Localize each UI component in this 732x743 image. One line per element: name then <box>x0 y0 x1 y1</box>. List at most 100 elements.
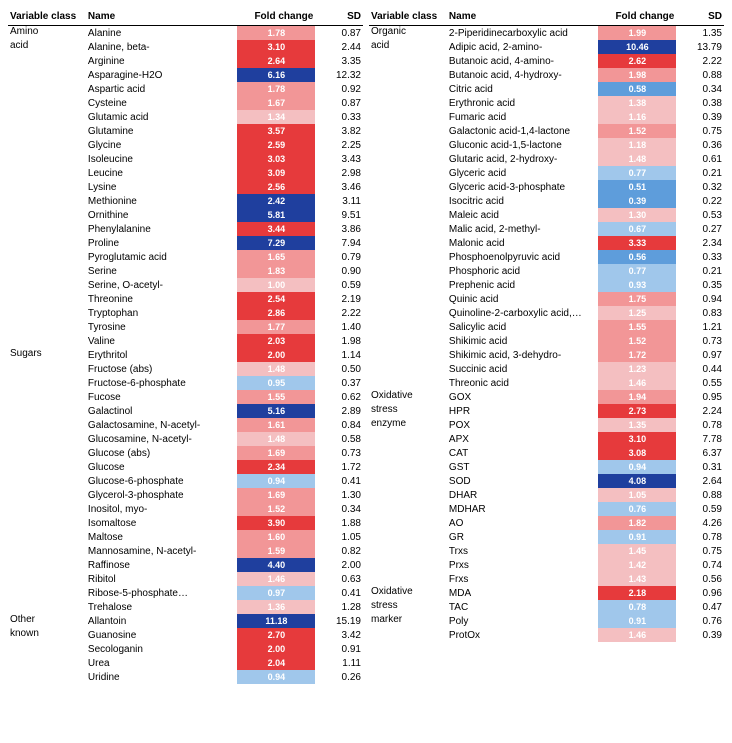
fc-value: 2.59 <box>237 138 315 152</box>
header-sd: SD <box>676 8 724 26</box>
table-row: markerPoly0.910.76 <box>369 614 724 628</box>
cell-class <box>8 306 86 320</box>
table-row: acidAlanine, beta-3.102.44 <box>8 40 363 54</box>
table-row: OxidativeGOX1.940.95 <box>369 390 724 404</box>
table-row: Raffinose4.402.00 <box>8 558 363 572</box>
cell-foldchange: 1.45 <box>598 544 676 558</box>
cell-class <box>8 530 86 544</box>
cell-sd: 3.46 <box>315 180 363 194</box>
cell-class <box>8 334 86 348</box>
cell-class <box>8 446 86 460</box>
table-row: Malic acid, 2-methyl-0.670.27 <box>369 222 724 236</box>
cell-class <box>8 418 86 432</box>
cell-class <box>8 670 86 684</box>
cell-name: Quinic acid <box>447 292 599 306</box>
cell-sd: 0.50 <box>315 362 363 376</box>
cell-class <box>8 656 86 670</box>
cell-foldchange: 1.05 <box>598 488 676 502</box>
cell-sd: 0.59 <box>676 502 724 516</box>
cell-name: Shikimic acid, 3-dehydro- <box>447 348 599 362</box>
cell-foldchange: 2.70 <box>237 628 315 642</box>
fc-value: 2.04 <box>237 656 315 670</box>
cell-class <box>8 292 86 306</box>
table-row: Galactonic acid-1,4-lactone1.520.75 <box>369 124 724 138</box>
cell-class <box>369 208 447 222</box>
cell-sd: 7.78 <box>676 432 724 446</box>
fc-value: 3.09 <box>237 166 315 180</box>
cell-name: Serine <box>86 264 238 278</box>
cell-class <box>8 586 86 600</box>
cell-name: Galactonic acid-1,4-lactone <box>447 124 599 138</box>
cell-name: Quinoline-2-carboxylic acid,… <box>447 306 599 320</box>
cell-sd: 0.31 <box>676 460 724 474</box>
cell-foldchange: 3.10 <box>598 432 676 446</box>
cell-sd: 0.82 <box>315 544 363 558</box>
cell-sd: 0.74 <box>676 558 724 572</box>
cell-name: Pyroglutamic acid <box>86 250 238 264</box>
cell-sd: 0.78 <box>676 530 724 544</box>
table-row: Phenylalanine3.443.86 <box>8 222 363 236</box>
cell-sd: 0.58 <box>315 432 363 446</box>
table-row: Frxs1.430.56 <box>369 572 724 586</box>
table-row: Tyrosine1.771.40 <box>8 320 363 334</box>
table-row: Galactinol5.162.89 <box>8 404 363 418</box>
cell-name: Phenylalanine <box>86 222 238 236</box>
fc-value: 5.16 <box>237 404 315 418</box>
cell-sd: 0.92 <box>315 82 363 96</box>
cell-name: GST <box>447 460 599 474</box>
table-row: Serine, O-acetyl-1.000.59 <box>8 278 363 292</box>
cell-foldchange: 2.18 <box>598 586 676 600</box>
cell-sd: 2.44 <box>315 40 363 54</box>
cell-sd: 0.73 <box>676 334 724 348</box>
table-row: stressTAC0.780.47 <box>369 600 724 614</box>
cell-class <box>369 432 447 446</box>
table-row: Maleic acid1.300.53 <box>369 208 724 222</box>
table-row: SugarsErythritol2.001.14 <box>8 348 363 362</box>
cell-name: Poly <box>447 614 599 628</box>
cell-foldchange: 3.03 <box>237 152 315 166</box>
cell-sd: 0.78 <box>676 418 724 432</box>
table-row: Glutamine3.573.82 <box>8 124 363 138</box>
cell-class <box>369 502 447 516</box>
cell-name: Fructose-6-phosphate <box>86 376 238 390</box>
cell-sd: 1.11 <box>315 656 363 670</box>
cell-sd: 0.38 <box>676 96 724 110</box>
cell-sd: 0.37 <box>315 376 363 390</box>
cell-foldchange: 0.78 <box>598 600 676 614</box>
fc-value: 1.69 <box>237 446 315 460</box>
cell-sd: 0.53 <box>676 208 724 222</box>
table-row: Glyceric acid-3-phosphate0.510.32 <box>369 180 724 194</box>
cell-name: Inositol, myo- <box>86 502 238 516</box>
table-row: SOD4.082.64 <box>369 474 724 488</box>
fc-value: 1.16 <box>598 110 676 124</box>
fc-value: 3.44 <box>237 222 315 236</box>
cell-name: Galactinol <box>86 404 238 418</box>
cell-class <box>8 110 86 124</box>
fc-value: 1.52 <box>598 124 676 138</box>
table-row: Urea2.041.11 <box>8 656 363 670</box>
cell-name: Raffinose <box>86 558 238 572</box>
table-row: Isocitric acid0.390.22 <box>369 194 724 208</box>
table-row: Succinic acid1.230.44 <box>369 362 724 376</box>
cell-sd: 2.98 <box>315 166 363 180</box>
cell-class: Organic <box>369 26 447 41</box>
cell-name: Alanine <box>86 26 238 41</box>
fc-value: 3.33 <box>598 236 676 250</box>
cell-foldchange: 3.90 <box>237 516 315 530</box>
cell-foldchange: 11.18 <box>237 614 315 628</box>
table-row: AminoAlanine1.780.87 <box>8 26 363 41</box>
cell-foldchange: 0.39 <box>598 194 676 208</box>
cell-class: Sugars <box>8 348 86 362</box>
cell-foldchange: 1.77 <box>237 320 315 334</box>
fc-value: 0.91 <box>598 614 676 628</box>
table-row: Malonic acid3.332.34 <box>369 236 724 250</box>
cell-sd: 0.63 <box>315 572 363 586</box>
cell-foldchange: 1.52 <box>237 502 315 516</box>
cell-sd: 0.33 <box>315 110 363 124</box>
cell-foldchange: 0.51 <box>598 180 676 194</box>
cell-name: Trxs <box>447 544 599 558</box>
cell-sd: 0.26 <box>315 670 363 684</box>
cell-name: HPR <box>447 404 599 418</box>
cell-name: Malic acid, 2-methyl- <box>447 222 599 236</box>
fc-value: 1.46 <box>237 572 315 586</box>
